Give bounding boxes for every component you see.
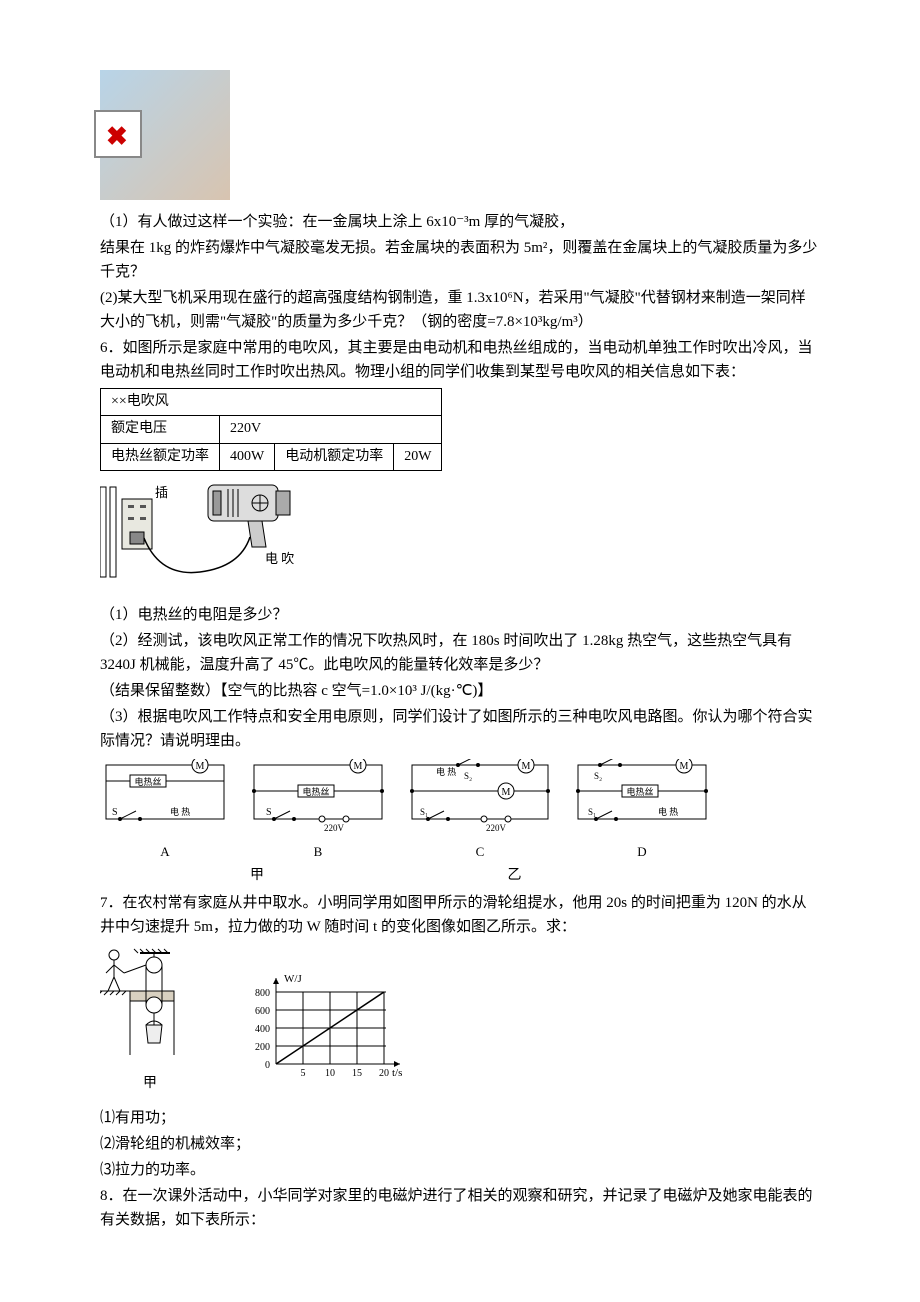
spec-motor-label: 电动机额定功率: [275, 443, 394, 470]
hairdryer-figure: 插 电 吹: [100, 477, 820, 595]
circuit-a: M 电热丝 S 电 热 A: [100, 759, 230, 863]
svg-text:电热丝: 电热丝: [626, 786, 653, 797]
svg-text:220V: 220V: [486, 823, 507, 833]
spec-voltage-label: 额定电压: [101, 416, 220, 443]
q7-intro: 7．在农村常有家庭从井中取水。小明同学用如图甲所示的滑轮组提水，他用 20s 的…: [100, 891, 820, 939]
svg-text:S: S: [266, 807, 272, 818]
circuit-c: M 电 热 S₂ M S₁ 220V C: [406, 759, 554, 863]
svg-text:M: M: [196, 761, 205, 772]
q5-part1-line1: （1）有人做过这样一个实验：在一金属块上涂上 6x10⁻³m 厚的气凝胶，: [100, 210, 820, 234]
svg-text:M: M: [522, 761, 531, 772]
svg-text:220V: 220V: [324, 823, 345, 833]
svg-text:5: 5: [301, 1068, 306, 1079]
spec-title: ××电吹风: [101, 389, 442, 416]
q6-part2-note: （结果保留整数）【空气的比热容 c 空气=1.0×10³ J/(kg·℃)】: [100, 679, 820, 703]
circuit-d: M S₂ 电热丝 S₁ 电 热 D: [572, 759, 712, 863]
svg-text:电 热: 电 热: [436, 766, 456, 777]
svg-text:15: 15: [352, 1068, 362, 1079]
q6-part2: （2）经测试，该电吹风正常工作的情况下吹热风时，在 180s 时间吹出了 1.2…: [100, 629, 820, 677]
svg-text:M: M: [680, 761, 689, 772]
spec-voltage-value: 220V: [220, 416, 442, 443]
circuit-b: M 电热丝 S 220V B: [248, 759, 388, 863]
svg-text:400: 400: [255, 1024, 270, 1035]
spec-heater-label: 电热丝额定功率: [101, 443, 220, 470]
svg-text:200: 200: [255, 1042, 270, 1053]
svg-text:电热丝: 电热丝: [134, 776, 161, 787]
hairdryer-spec-table: ××电吹风 额定电压 220V 电热丝额定功率 400W 电动机额定功率 20W: [100, 388, 442, 471]
q7-part2: ⑵滑轮组的机械效率；: [100, 1132, 820, 1156]
q5-part1-line2: 结果在 1kg 的炸药爆炸中气凝胶毫发无损。若金属块的表面积为 5m²，则覆盖在…: [100, 236, 820, 284]
svg-text:t/s: t/s: [392, 1067, 402, 1079]
svg-text:电 热: 电 热: [658, 806, 678, 817]
q5-part2: (2)某大型飞机采用现在盛行的超高强度结构钢制造，重 1.3x10⁶N，若采用"…: [100, 286, 820, 334]
circuit-a-label: A: [100, 842, 230, 863]
svg-text:600: 600: [255, 1006, 270, 1017]
spec-heater-value: 400W: [220, 443, 275, 470]
q7-part1: ⑴有用功；: [100, 1106, 820, 1130]
svg-text:电 热: 电 热: [170, 806, 190, 817]
caption-yi: 乙: [508, 865, 522, 887]
svg-text:800: 800: [255, 988, 270, 999]
pulley-figure: 甲: [100, 945, 200, 1095]
svg-text:S₁: S₁: [420, 807, 428, 817]
aerogel-photo: [100, 70, 230, 200]
dryer-label: 电 吹: [265, 551, 294, 566]
pulley-caption: 甲: [100, 1073, 200, 1095]
svg-text:20: 20: [379, 1068, 389, 1079]
q7-figures: 甲 0 200 400 600 800 5 10 15: [100, 945, 820, 1095]
svg-text:S₁: S₁: [588, 807, 596, 817]
caption-jia: 甲: [250, 865, 264, 887]
q6-intro: 6．如图所示是家庭中常用的电吹风，其主要是由电动机和电热丝组成的，当电动机单独工…: [100, 336, 820, 384]
socket-label: 插: [155, 485, 168, 500]
figure-caption-row: 甲 乙: [100, 865, 820, 887]
svg-text:10: 10: [325, 1068, 335, 1079]
work-time-graph: 0 200 400 600 800 5 10 15 20 W/J t/s: [240, 968, 420, 1096]
svg-text:0: 0: [265, 1060, 270, 1071]
spec-motor-value: 20W: [394, 443, 442, 470]
circuit-c-label: C: [406, 842, 554, 863]
circuit-diagrams: M 电热丝 S 电 热 A M 电热丝: [100, 759, 820, 863]
q6-part3: （3）根据电吹风工作特点和安全用电原则，同学们设计了如图所示的三种电吹风电路图。…: [100, 705, 820, 753]
svg-text:S₂: S₂: [594, 771, 602, 781]
svg-text:S: S: [112, 807, 118, 818]
q7-part3: ⑶拉力的功率。: [100, 1158, 820, 1182]
circuit-b-label: B: [248, 842, 388, 863]
q8-intro: 8．在一次课外活动中，小华同学对家里的电磁炉进行了相关的观察和研究，并记录了电磁…: [100, 1184, 820, 1232]
q6-part1: （1）电热丝的电阻是多少？: [100, 603, 820, 627]
circuit-d-label: D: [572, 842, 712, 863]
svg-text:M: M: [502, 787, 511, 798]
svg-text:M: M: [354, 761, 363, 772]
svg-text:电热丝: 电热丝: [302, 786, 329, 797]
svg-text:W/J: W/J: [284, 973, 302, 985]
svg-text:S₂: S₂: [464, 771, 472, 781]
